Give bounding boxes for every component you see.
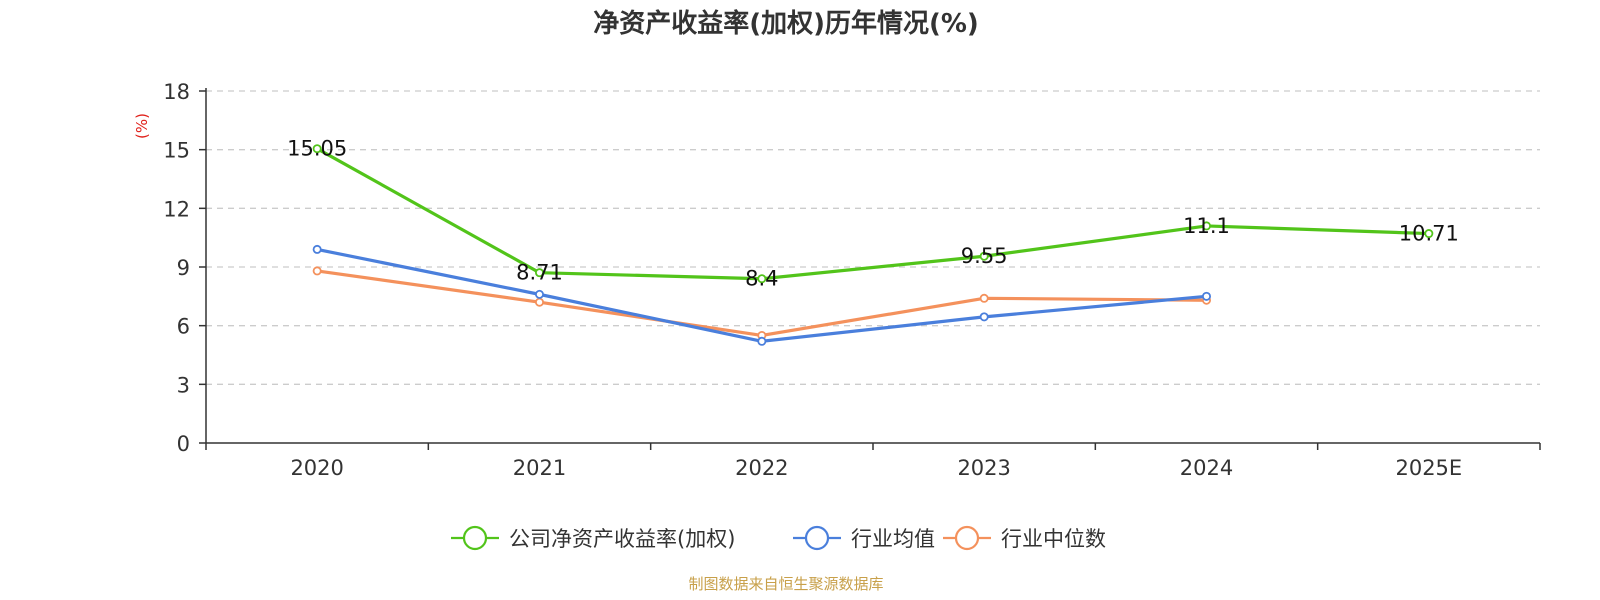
data-point[interactable] [312,144,322,154]
data-point[interactable] [1202,291,1212,301]
legend-marker-icon [954,525,980,551]
axes: 0 3 6 9 12 15 18 2020 2021 2022 2023 2024 2025E [163,80,1541,480]
chart-title: 净资产收益率(加权)历年情况(%) [593,8,979,39]
series-lines [312,144,1434,346]
data-point[interactable] [312,244,322,254]
legend-marker-icon [804,525,830,551]
data-label: 11.1 [1183,214,1230,238]
legend-label: 行业中位数 [1001,527,1106,551]
legend-label: 行业均值 [851,527,935,551]
legend-item[interactable]: 行业均值 [793,525,935,551]
y-tick-label: 9 [177,256,190,280]
data-point[interactable] [535,268,545,278]
data-point[interactable] [1202,221,1212,231]
data-point[interactable] [979,293,989,303]
gridlines [206,90,1540,385]
data-point[interactable] [979,251,989,261]
y-tick-label: 6 [177,315,190,339]
y-tick-label: 12 [163,197,190,221]
data-point[interactable] [312,266,322,276]
data-point[interactable] [1424,229,1434,239]
x-tick-label: 2025E [1395,456,1462,480]
data-point[interactable] [979,312,989,322]
y-tick-label: 3 [177,373,190,397]
y-tick-label: 15 [163,139,190,163]
y-tick-label: 18 [163,80,190,104]
data-label: 10.71 [1399,222,1459,246]
data-point[interactable] [757,336,767,346]
x-tick-label: 2021 [513,456,566,480]
data-point[interactable] [535,297,545,307]
series-line [316,147,1429,281]
data-source-note: 制图数据来自恒生聚源数据库 [688,575,883,593]
data-point[interactable] [757,274,767,284]
data-label: 8.4 [745,267,778,291]
x-tick-label: 2023 [957,456,1010,480]
y-tick-label: 0 [177,432,190,456]
legend-marker-icon [462,525,488,551]
data-point[interactable] [535,289,545,299]
legend-item[interactable]: 行业中位数 [943,525,1106,551]
data-labels: 15.05 8.71 8.4 9.55 11.1 10.71 [287,137,1459,291]
data-label: 9.55 [961,244,1008,268]
data-label: 15.05 [287,137,347,161]
x-tick-label: 2022 [735,456,788,480]
y-axis-unit-label: (%) [133,113,151,139]
series-line [316,247,1207,343]
x-tick-label: 2020 [290,456,343,480]
x-tick-label: 2024 [1180,456,1233,480]
legend[interactable]: 公司净资产收益率(加权) 行业均值 行业中位数 [451,525,1106,551]
legend-item[interactable]: 公司净资产收益率(加权) [451,525,735,551]
legend-label: 公司净资产收益率(加权) [509,527,735,551]
data-label: 8.71 [516,261,563,285]
